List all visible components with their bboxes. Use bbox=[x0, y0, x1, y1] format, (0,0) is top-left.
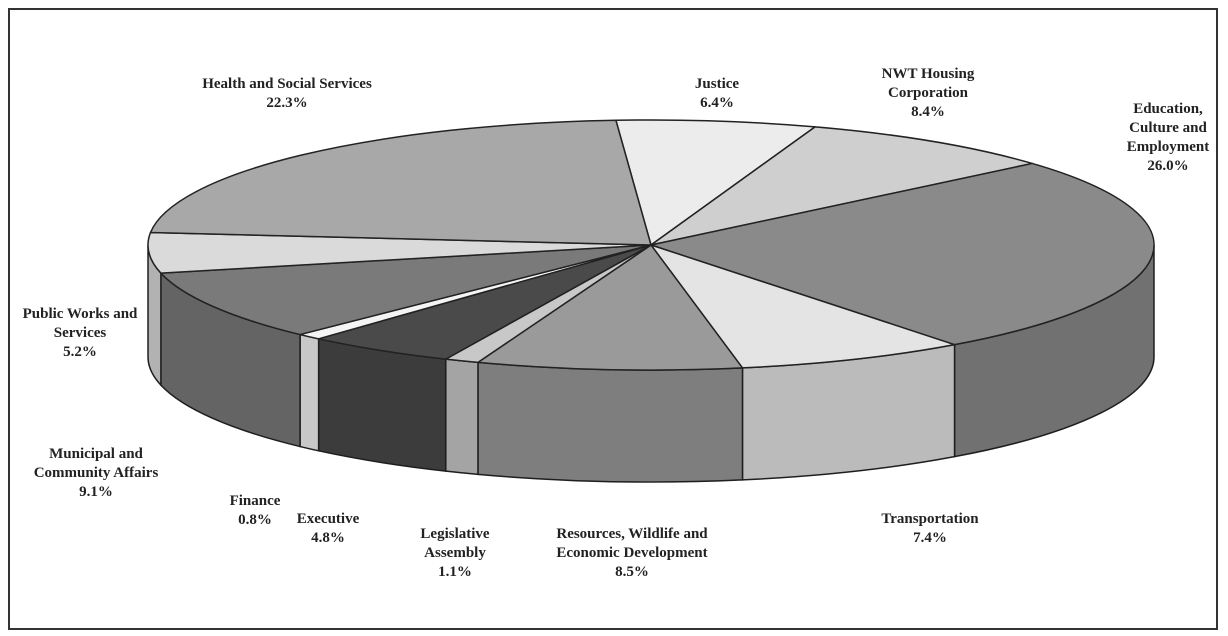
category-label: Health and Social Services bbox=[202, 76, 372, 92]
category-label: Finance bbox=[229, 493, 281, 509]
category-label: Education, Culture and Employment bbox=[1126, 101, 1210, 155]
slice-top bbox=[650, 126, 1033, 246]
slice-top bbox=[615, 119, 816, 246]
slice-label: Education, Culture and Employment 26.0% bbox=[1113, 100, 1223, 176]
slice-top bbox=[477, 244, 744, 371]
value-label: 8.4% bbox=[911, 104, 945, 120]
slice-side-shade bbox=[477, 362, 743, 482]
value-label: 5.2% bbox=[63, 344, 97, 360]
slice-side-shade bbox=[318, 338, 446, 472]
pie-slice bbox=[147, 231, 652, 388]
slice-label: Transportation 7.4% bbox=[860, 510, 1000, 548]
slice-side-shade bbox=[300, 334, 319, 451]
category-label: Legislative Assembly bbox=[420, 526, 490, 561]
pie-slice bbox=[650, 126, 1033, 246]
pie-slice bbox=[650, 244, 956, 481]
slice-label: Finance 0.8% bbox=[215, 492, 295, 530]
slice-label: Executive 4.8% bbox=[283, 510, 373, 548]
slice-label: Legislative Assembly 1.1% bbox=[405, 525, 505, 582]
slice-side-shade bbox=[148, 245, 161, 386]
category-label: Justice bbox=[694, 76, 740, 92]
category-label: Transportation bbox=[881, 511, 979, 527]
value-label: 22.3% bbox=[266, 95, 308, 111]
slice-label: Justice 6.4% bbox=[672, 75, 762, 113]
pie-slice bbox=[160, 244, 652, 448]
slice-top bbox=[650, 244, 956, 369]
category-label: Resources, Wildlife and Economic Develop… bbox=[556, 526, 708, 561]
category-label: Municipal and Community Affairs bbox=[33, 446, 159, 481]
pie-slice bbox=[650, 162, 1155, 458]
pie-slice bbox=[317, 244, 652, 472]
slice-top bbox=[147, 231, 652, 274]
pie-slice bbox=[615, 119, 816, 246]
value-label: 1.1% bbox=[438, 564, 472, 580]
slice-top bbox=[317, 244, 652, 360]
slice-side-shade bbox=[954, 245, 1154, 457]
value-label: 0.8% bbox=[238, 512, 272, 528]
slice-top bbox=[149, 119, 652, 246]
slice-label: Health and Social Services 22.3% bbox=[202, 75, 372, 113]
value-label: 4.8% bbox=[311, 530, 345, 546]
slice-side-shade bbox=[742, 344, 955, 480]
slice-top bbox=[650, 162, 1155, 346]
category-label: Public Works and Services bbox=[22, 306, 138, 341]
slice-label: Resources, Wildlife and Economic Develop… bbox=[542, 525, 722, 582]
pie-slice bbox=[477, 244, 744, 483]
slice-label: NWT Housing Corporation 8.4% bbox=[863, 65, 993, 122]
category-label: NWT Housing Corporation bbox=[881, 66, 975, 101]
pie-slice bbox=[149, 119, 652, 246]
slice-label: Municipal and Community Affairs 9.1% bbox=[31, 445, 161, 502]
value-label: 7.4% bbox=[913, 530, 947, 546]
frame bbox=[8, 8, 1218, 630]
slice-label: Public Works and Services 5.2% bbox=[18, 305, 143, 362]
value-label: 26.0% bbox=[1147, 158, 1189, 174]
slice-side-shade bbox=[160, 273, 301, 447]
category-label: Executive bbox=[296, 511, 360, 527]
value-label: 9.1% bbox=[79, 484, 113, 500]
slice-side-shade bbox=[445, 359, 478, 475]
value-label: 8.5% bbox=[615, 564, 649, 580]
pie-slice bbox=[299, 244, 652, 452]
slice-top bbox=[160, 244, 652, 336]
value-label: 6.4% bbox=[700, 95, 734, 111]
